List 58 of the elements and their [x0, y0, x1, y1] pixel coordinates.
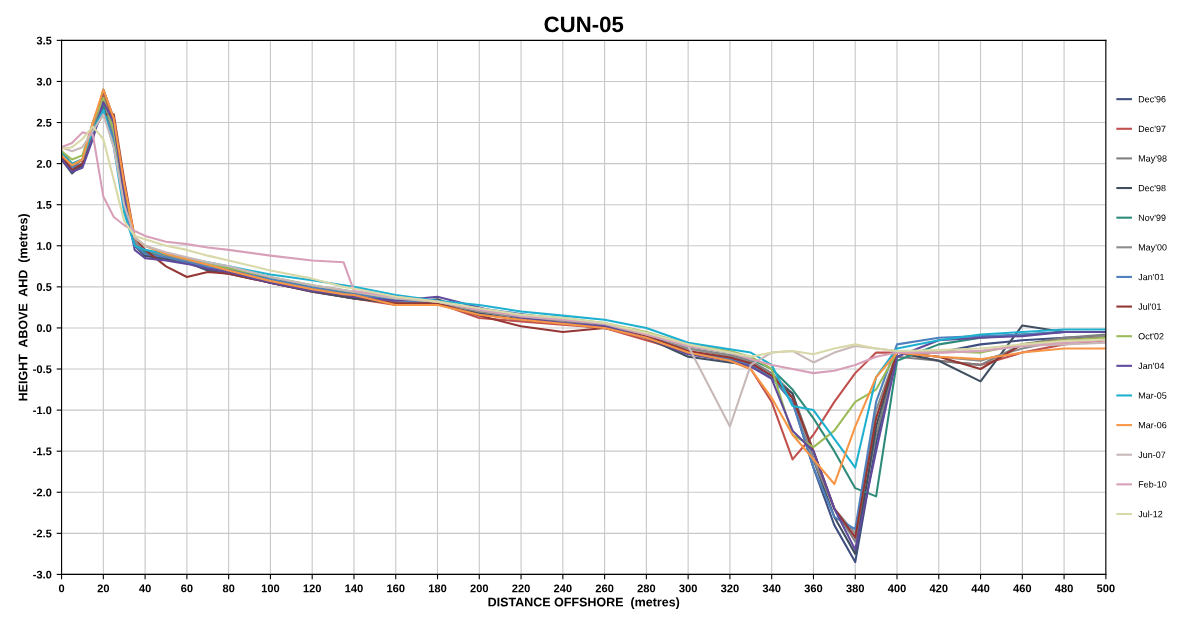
legend-label: Dec'98	[1138, 184, 1166, 192]
x-tick-label: 440	[971, 584, 990, 593]
y-tick-label: -1.5	[33, 447, 52, 456]
legend-label: Nov'99	[1138, 214, 1166, 221]
legend-label: Mar-05	[1138, 392, 1167, 399]
y-tick-label: -2.0	[33, 488, 52, 497]
y-tick-label: -1.0	[33, 406, 52, 415]
x-tick-label: 260	[595, 584, 614, 593]
y-tick-label: 1.5	[37, 201, 52, 209]
y-axis-title: HEIGHT ABOVE AHD (metres)	[18, 214, 30, 401]
legend-label: Jan'04	[1138, 362, 1165, 370]
x-tick-label: 340	[762, 584, 781, 593]
legend-label: Dec'97	[1138, 125, 1166, 133]
x-tick-label: 360	[804, 584, 823, 593]
x-tick-label: 320	[720, 584, 739, 593]
x-tick-label: 240	[553, 584, 572, 593]
x-tick-label: 100	[261, 584, 280, 593]
y-tick-label: 0.0	[36, 324, 52, 333]
y-tick-label: -2.5	[33, 529, 52, 538]
y-tick-label: -0.5	[33, 365, 52, 374]
x-tick-label: 280	[637, 584, 656, 593]
x-tick-label: 480	[1054, 584, 1073, 593]
x-tick-label: 20	[97, 584, 110, 593]
x-tick-label: 180	[428, 584, 447, 593]
x-tick-label: 0	[58, 584, 65, 593]
y-tick-label: 1.0	[37, 242, 52, 250]
legend-label: Mar-06	[1138, 421, 1167, 429]
x-tick-label: 120	[303, 584, 322, 593]
legend-label: Jul-12	[1138, 510, 1163, 518]
x-tick-label: 140	[345, 584, 363, 593]
legend-label: Jul'01	[1138, 303, 1162, 310]
x-tick-label: 60	[181, 584, 193, 593]
legend-label: May'98	[1138, 155, 1167, 164]
legend-label: Feb-10	[1138, 480, 1167, 488]
x-tick-label: 380	[846, 584, 865, 593]
legend-label: Oct'02	[1138, 333, 1164, 340]
x-tick-label: 500	[1096, 584, 1115, 593]
x-tick-label: 160	[387, 584, 405, 593]
x-tick-label: 220	[512, 584, 530, 593]
legend-label: Jan'01	[1138, 273, 1165, 281]
x-tick-label: 460	[1013, 584, 1032, 593]
x-tick-label: 300	[679, 584, 697, 593]
x-tick-label: 400	[887, 584, 906, 593]
legend-label: Jun-07	[1138, 451, 1166, 458]
y-tick-label: 3.0	[36, 77, 52, 86]
x-tick-label: 40	[139, 584, 151, 593]
y-tick-label: -3.0	[33, 570, 52, 579]
legend-label: Dec'96	[1138, 96, 1166, 103]
x-tick-label: 420	[929, 584, 948, 593]
y-tick-label: 2.5	[36, 118, 52, 127]
y-tick-label: 3.5	[36, 36, 52, 45]
y-tick-label: 2.0	[36, 159, 52, 168]
y-tick-label: 0.5	[36, 283, 52, 291]
legend-label: May'00	[1138, 244, 1167, 253]
x-axis-title: DISTANCE OFFSHORE (metres)	[488, 597, 680, 609]
chart-title: CUN-05	[544, 16, 624, 33]
x-tick-label: 80	[222, 584, 235, 593]
x-tick-label: 200	[470, 584, 489, 593]
